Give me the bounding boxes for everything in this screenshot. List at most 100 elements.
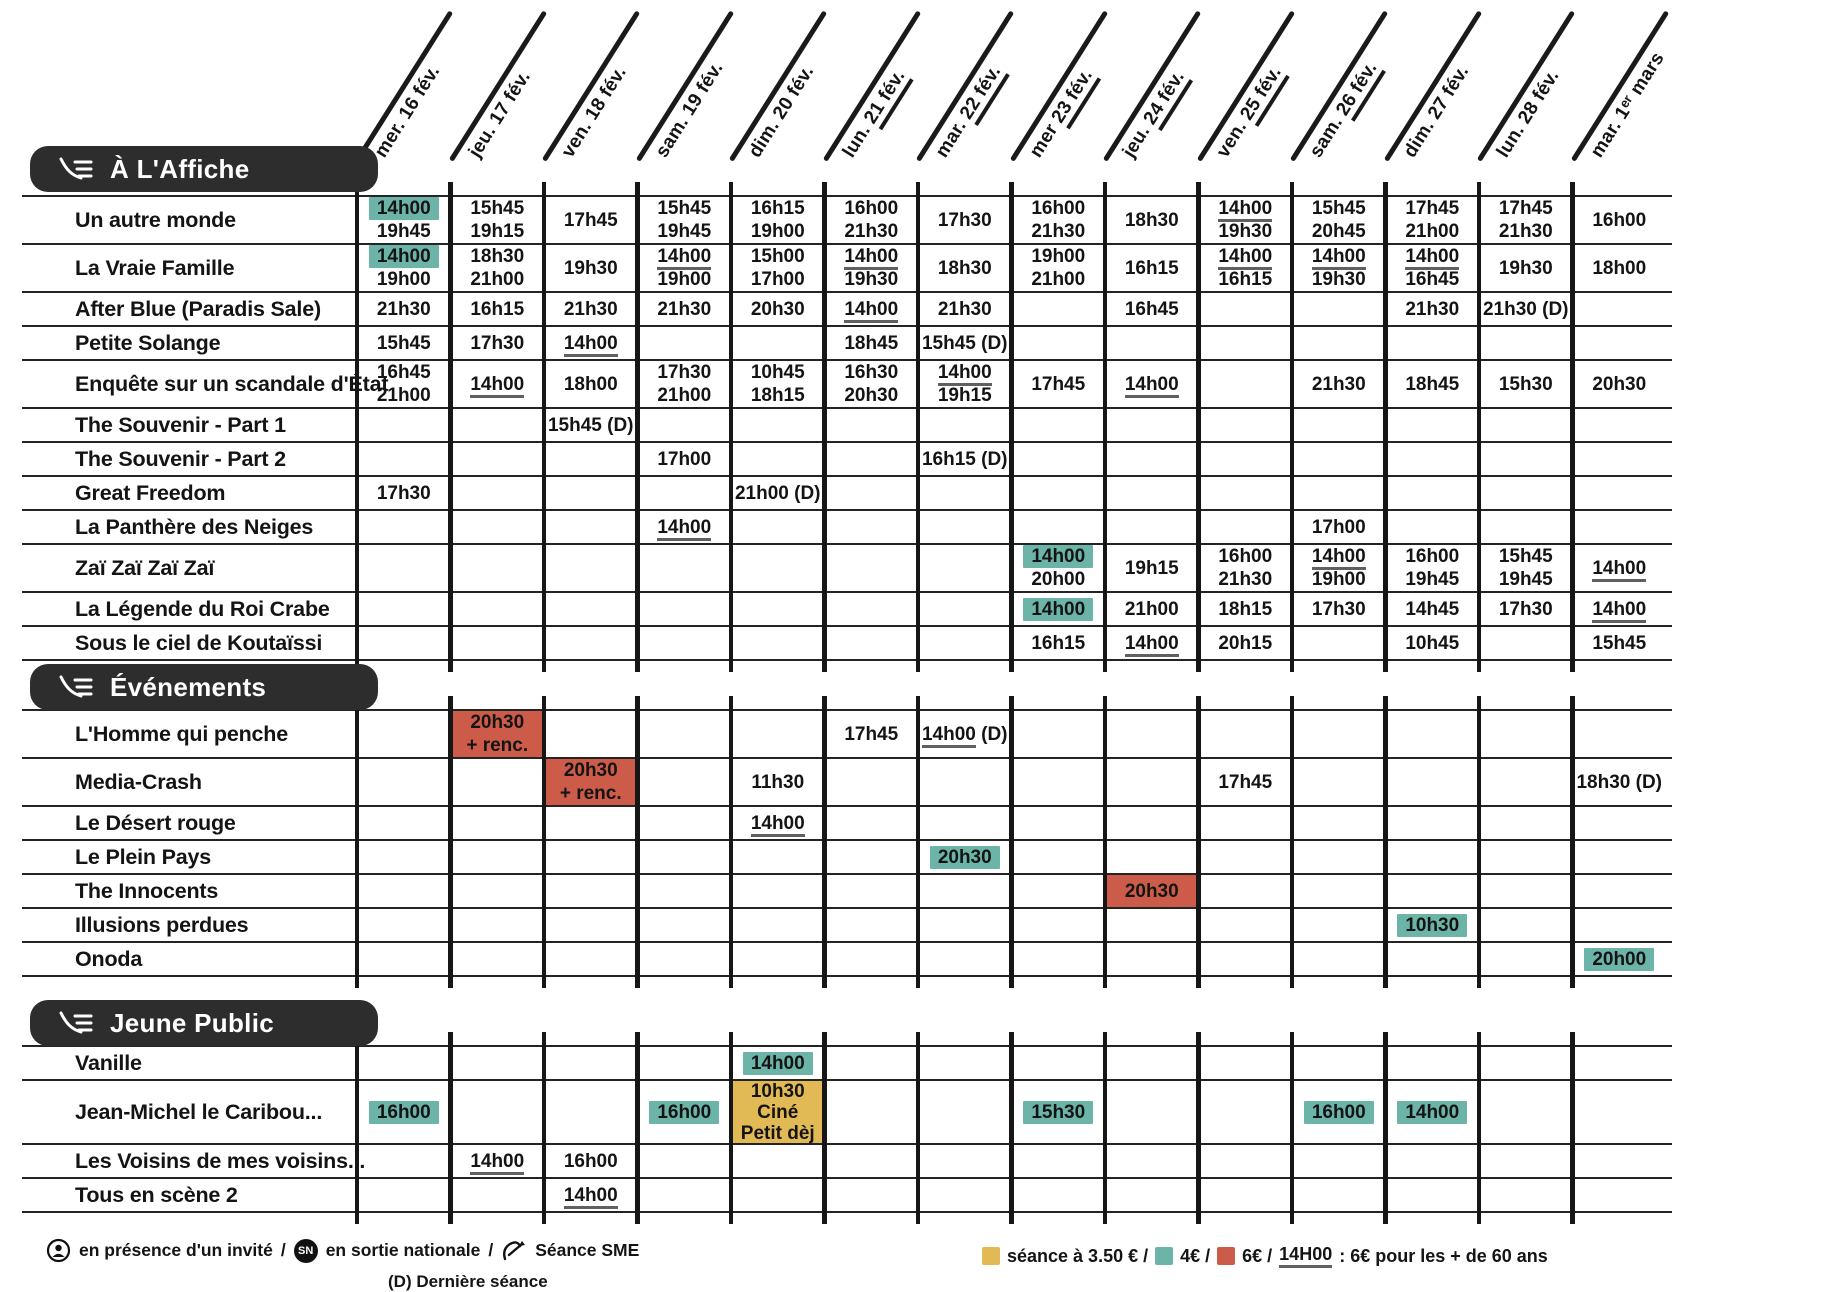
showtime-cell: 16h15	[470, 298, 525, 320]
showtime-cell: 17h30	[376, 482, 431, 504]
column-line	[1009, 182, 1014, 672]
sn-badge: SN	[293, 1238, 318, 1263]
section-pill-1: À L'Affiche	[30, 146, 378, 192]
movie-title: Zaï Zaï Zaï Zaï	[75, 555, 215, 580]
showtime-cell: 17h30	[937, 209, 992, 231]
showtime-cell: 20h15	[1218, 632, 1273, 654]
showtime-cell: 14h00	[731, 1046, 825, 1080]
guest-label: en présence d'un invité	[79, 1240, 273, 1260]
column-line	[822, 696, 827, 988]
showtime-cell: 17h00	[1311, 516, 1366, 538]
showtime-cell: 10h30	[1386, 908, 1480, 942]
showtime-cell: 18h30 21h00	[470, 246, 525, 290]
showtime-cell: 20h30 + renc.	[544, 758, 638, 806]
column-line	[1196, 696, 1201, 988]
row-separator	[22, 872, 1672, 876]
row-separator	[22, 542, 1672, 546]
column-line	[1009, 696, 1014, 988]
last-showing-note: (D) Dernière séance	[388, 1272, 548, 1291]
movie-title: La Panthère des Neiges	[75, 514, 314, 539]
row-separator	[22, 624, 1672, 628]
showtime-cell: 14h00	[1105, 626, 1199, 660]
section-pill-3: Jeune Public	[30, 1000, 378, 1046]
column-line	[822, 1032, 827, 1224]
showtime-cell: 21h30	[1405, 298, 1460, 320]
movie-title: Tous en scène 2	[75, 1182, 238, 1207]
column-line	[1009, 1032, 1014, 1224]
showtime-cell: 14h00 19h30	[1311, 246, 1366, 290]
row-separator	[22, 708, 1672, 712]
showtime-cell: 18h00	[563, 373, 618, 395]
column-line	[1289, 1032, 1295, 1224]
showtime-cell: 14h00 19h00	[1311, 546, 1366, 590]
column-line	[1383, 182, 1388, 672]
row-separator	[22, 940, 1672, 944]
movie-title: Petite Solange	[75, 330, 221, 355]
column-line	[448, 696, 453, 988]
showtime-cell: 15h45 (D)	[921, 332, 1008, 354]
showtime-cell: 14h00	[451, 1144, 545, 1178]
showtime-cell: 10h30 Ciné Petit dèj	[731, 1080, 825, 1144]
showtime-cell: 18h45	[844, 332, 899, 354]
showtime-cell: 21h30	[657, 298, 712, 320]
showtime-cell: 15h45 (D)	[547, 414, 634, 436]
row-separator	[22, 290, 1672, 294]
movie-title: Onoda	[75, 946, 143, 971]
section-title: Événements	[110, 671, 267, 702]
list-icon	[58, 1010, 94, 1037]
showtime-cell: 14h00	[638, 510, 732, 544]
showtime-cell: 16h45	[1124, 298, 1179, 320]
showtime-cell: 16h00	[638, 1080, 732, 1144]
showtime-cell: 15h45 20h45	[1311, 198, 1366, 242]
row-separator	[22, 242, 1672, 246]
sme-label: Séance SME	[535, 1240, 640, 1260]
showtime-cell: 10h45 18h15	[750, 362, 805, 406]
yellow-price-label: séance à 3.50 € /	[1007, 1245, 1149, 1266]
showtime-cell: 15h00 17h00	[750, 246, 805, 290]
column-line	[354, 696, 360, 988]
showtime-cell: 16h15	[1124, 257, 1179, 279]
movie-title: Jean-Michel le Caribou...	[75, 1099, 323, 1124]
showtime-cell: 14h00 19h30	[1218, 198, 1273, 242]
showtime-cell: 21h30	[937, 298, 992, 320]
showtime-cell: 17h45	[1031, 373, 1086, 395]
movie-title: The Souvenir - Part 1	[75, 412, 286, 437]
column-line	[354, 1032, 360, 1224]
section-title: À L'Affiche	[110, 153, 250, 184]
showtime-cell: 11h30	[751, 771, 805, 793]
showtime-cell: 14h00	[544, 326, 638, 360]
movie-title: Vanille	[75, 1050, 142, 1075]
red-price-swatch	[1217, 1247, 1236, 1265]
showtime-cell: 14h00 16h15	[1218, 246, 1273, 290]
column-line	[1102, 182, 1108, 672]
row-separator	[22, 194, 1672, 198]
movie-title: Illusions perdues	[75, 912, 249, 937]
showtime-cell: 14h00 19h00	[657, 246, 712, 290]
row-separator	[22, 804, 1672, 808]
showtime-cell: 15h45 19h45	[1498, 546, 1553, 590]
showtime-cell: 16h30 20h30	[844, 362, 899, 406]
column-line	[1476, 182, 1482, 672]
showtime-cell: 21h30 (D)	[1482, 298, 1569, 320]
row-separator	[22, 508, 1672, 512]
showtime-cell: 16h15	[1031, 632, 1086, 654]
showtime-cell: 20h30	[1105, 874, 1199, 908]
column-line	[1570, 1032, 1575, 1224]
showtime-cell: 17h45	[563, 209, 618, 231]
showtime-cell: 14h00 16h45	[1405, 246, 1460, 290]
movie-title: Sous le ciel de Koutaïssi	[75, 630, 323, 655]
row-separator	[22, 906, 1672, 910]
showtime-cell: 16h45 21h00	[376, 362, 431, 406]
row-separator	[22, 406, 1672, 410]
showtime-cell: 21h00 (D)	[734, 482, 821, 504]
row-separator	[22, 838, 1672, 842]
row-separator	[22, 590, 1672, 594]
column-line	[635, 182, 640, 672]
row-separator	[22, 1142, 1672, 1146]
showtime-cell: 16h00 19h45	[1405, 546, 1460, 590]
showtime-cell: 14h00 20h00	[1012, 544, 1106, 592]
movie-title: Un autre monde	[75, 207, 236, 232]
showtime-cell: 16h15 19h00	[750, 198, 805, 242]
column-line	[1196, 182, 1201, 672]
